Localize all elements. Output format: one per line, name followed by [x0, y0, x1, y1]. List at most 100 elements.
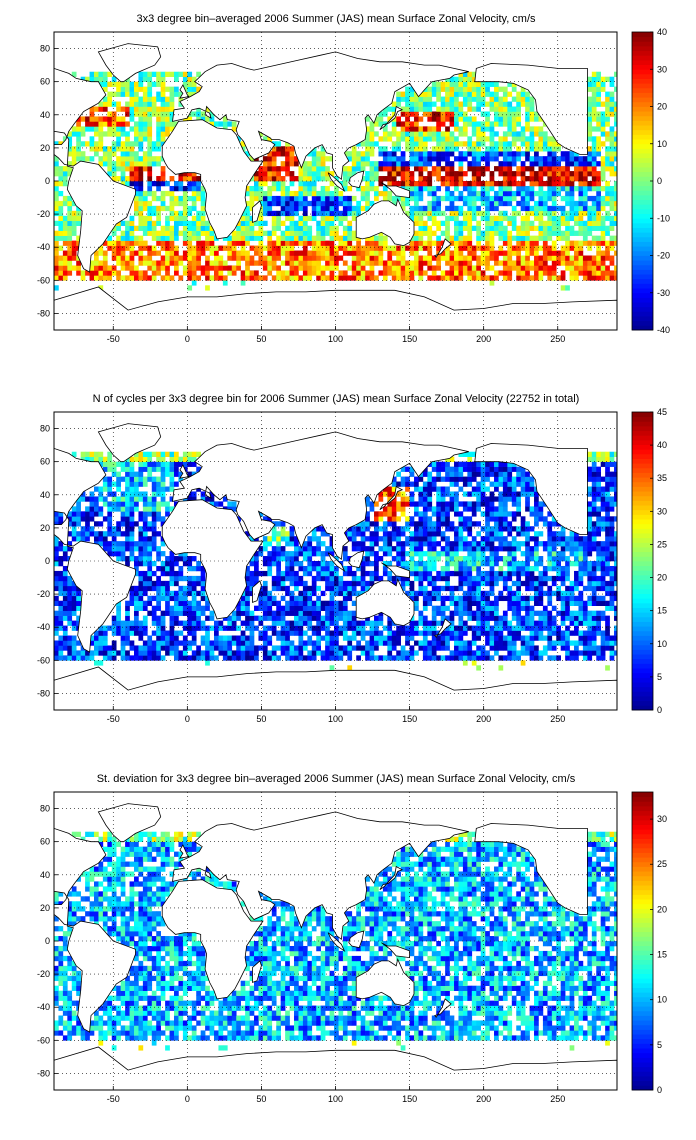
bin-cell [342, 590, 348, 597]
bin-cell [267, 205, 273, 212]
bin-cell [178, 575, 184, 582]
bin-cell [542, 605, 548, 611]
bin-cell [529, 235, 535, 241]
bin-cell [320, 225, 326, 231]
bin-cell [214, 625, 219, 631]
bin-cell [374, 116, 379, 122]
bin-cell [596, 185, 601, 192]
bin-cell [196, 176, 201, 182]
bin-cell [165, 561, 170, 567]
bin-cell [480, 131, 486, 137]
bin-cell [382, 570, 388, 577]
bin-cell [396, 640, 401, 646]
bin-cell [578, 570, 584, 577]
bin-cell [351, 620, 357, 626]
bin-cell [520, 205, 526, 212]
bin-cell [520, 166, 526, 172]
bin-cell [409, 181, 415, 187]
bin-cell [231, 126, 237, 132]
bin-cell [294, 205, 299, 212]
bin-cell [462, 225, 468, 231]
bin-cell [405, 640, 410, 646]
bin-cell [360, 255, 366, 261]
bin-cell [276, 195, 281, 202]
bin-cell [276, 240, 281, 246]
bin-cell [116, 650, 121, 656]
bin-cell [502, 585, 508, 592]
bin-cell [191, 585, 197, 592]
colorbar-segment [632, 264, 653, 270]
bin-cell [169, 96, 175, 102]
bin-cell [498, 185, 504, 192]
bin-cell [231, 240, 237, 246]
bin-cell [98, 270, 104, 276]
bin-cell [529, 176, 535, 182]
bin-cell [565, 161, 570, 167]
bin-cell [445, 655, 450, 661]
bin-cell [418, 106, 424, 112]
bin-cell [360, 630, 366, 636]
bin-cell [582, 220, 588, 226]
bin-cell [147, 111, 153, 117]
bin-cell [120, 81, 126, 87]
bin-cell [80, 650, 86, 656]
bin-cell [222, 121, 228, 127]
bin-cell [538, 580, 544, 587]
bin-cell [151, 235, 157, 241]
bin-cell [454, 635, 459, 641]
bin-cell [58, 640, 64, 646]
bin-cell [147, 136, 153, 142]
bin-cell [454, 126, 459, 132]
bin-cell [387, 166, 393, 172]
bin-cell [302, 176, 308, 182]
bin-cell [120, 275, 126, 281]
bin-cell [209, 235, 215, 241]
y-tick-label: 60 [40, 77, 50, 87]
colorbar-segment [632, 36, 653, 42]
bin-cell [520, 151, 526, 157]
bin-cell [569, 561, 575, 567]
bin-cell [471, 565, 477, 572]
bin-cell [489, 136, 495, 142]
bin-cell [169, 610, 175, 616]
bin-cell [427, 620, 433, 626]
bin-cell [529, 96, 535, 102]
bin-cell [458, 126, 464, 132]
bin-cell [147, 131, 153, 137]
bin-cell [116, 255, 121, 261]
bin-cell [565, 245, 570, 251]
bin-cell [507, 250, 513, 256]
bin-cell [551, 136, 557, 142]
bin-cell [89, 260, 95, 266]
bin-cell [142, 136, 148, 142]
bin-cell [556, 585, 561, 592]
bin-cell [387, 176, 393, 182]
bin-cell [418, 245, 424, 251]
bin-cell [245, 645, 250, 651]
bin-cell [182, 215, 188, 222]
bin-cell [191, 220, 197, 226]
bin-cell [160, 275, 166, 281]
bin-cell [138, 650, 144, 656]
bin-cell [231, 230, 237, 236]
bin-cell [178, 650, 184, 656]
bin-cell [476, 166, 481, 172]
bin-cell [565, 630, 570, 636]
bin-cell [454, 86, 459, 92]
bin-cell [374, 645, 379, 651]
bin-cell [525, 245, 530, 251]
bin-cell [387, 260, 393, 266]
bin-cell [276, 215, 281, 222]
bin-cell [320, 275, 326, 281]
bin-cell [365, 645, 370, 651]
bin-cell [125, 136, 130, 142]
bin-cell [449, 615, 455, 621]
bin-cell [369, 260, 375, 266]
bin-cell [209, 610, 215, 616]
bin-cell [436, 161, 441, 167]
bin-cell [285, 625, 290, 631]
bin-cell [289, 210, 295, 217]
bin-cell [467, 210, 473, 217]
bin-cell [67, 210, 73, 217]
bin-cell [156, 600, 161, 606]
